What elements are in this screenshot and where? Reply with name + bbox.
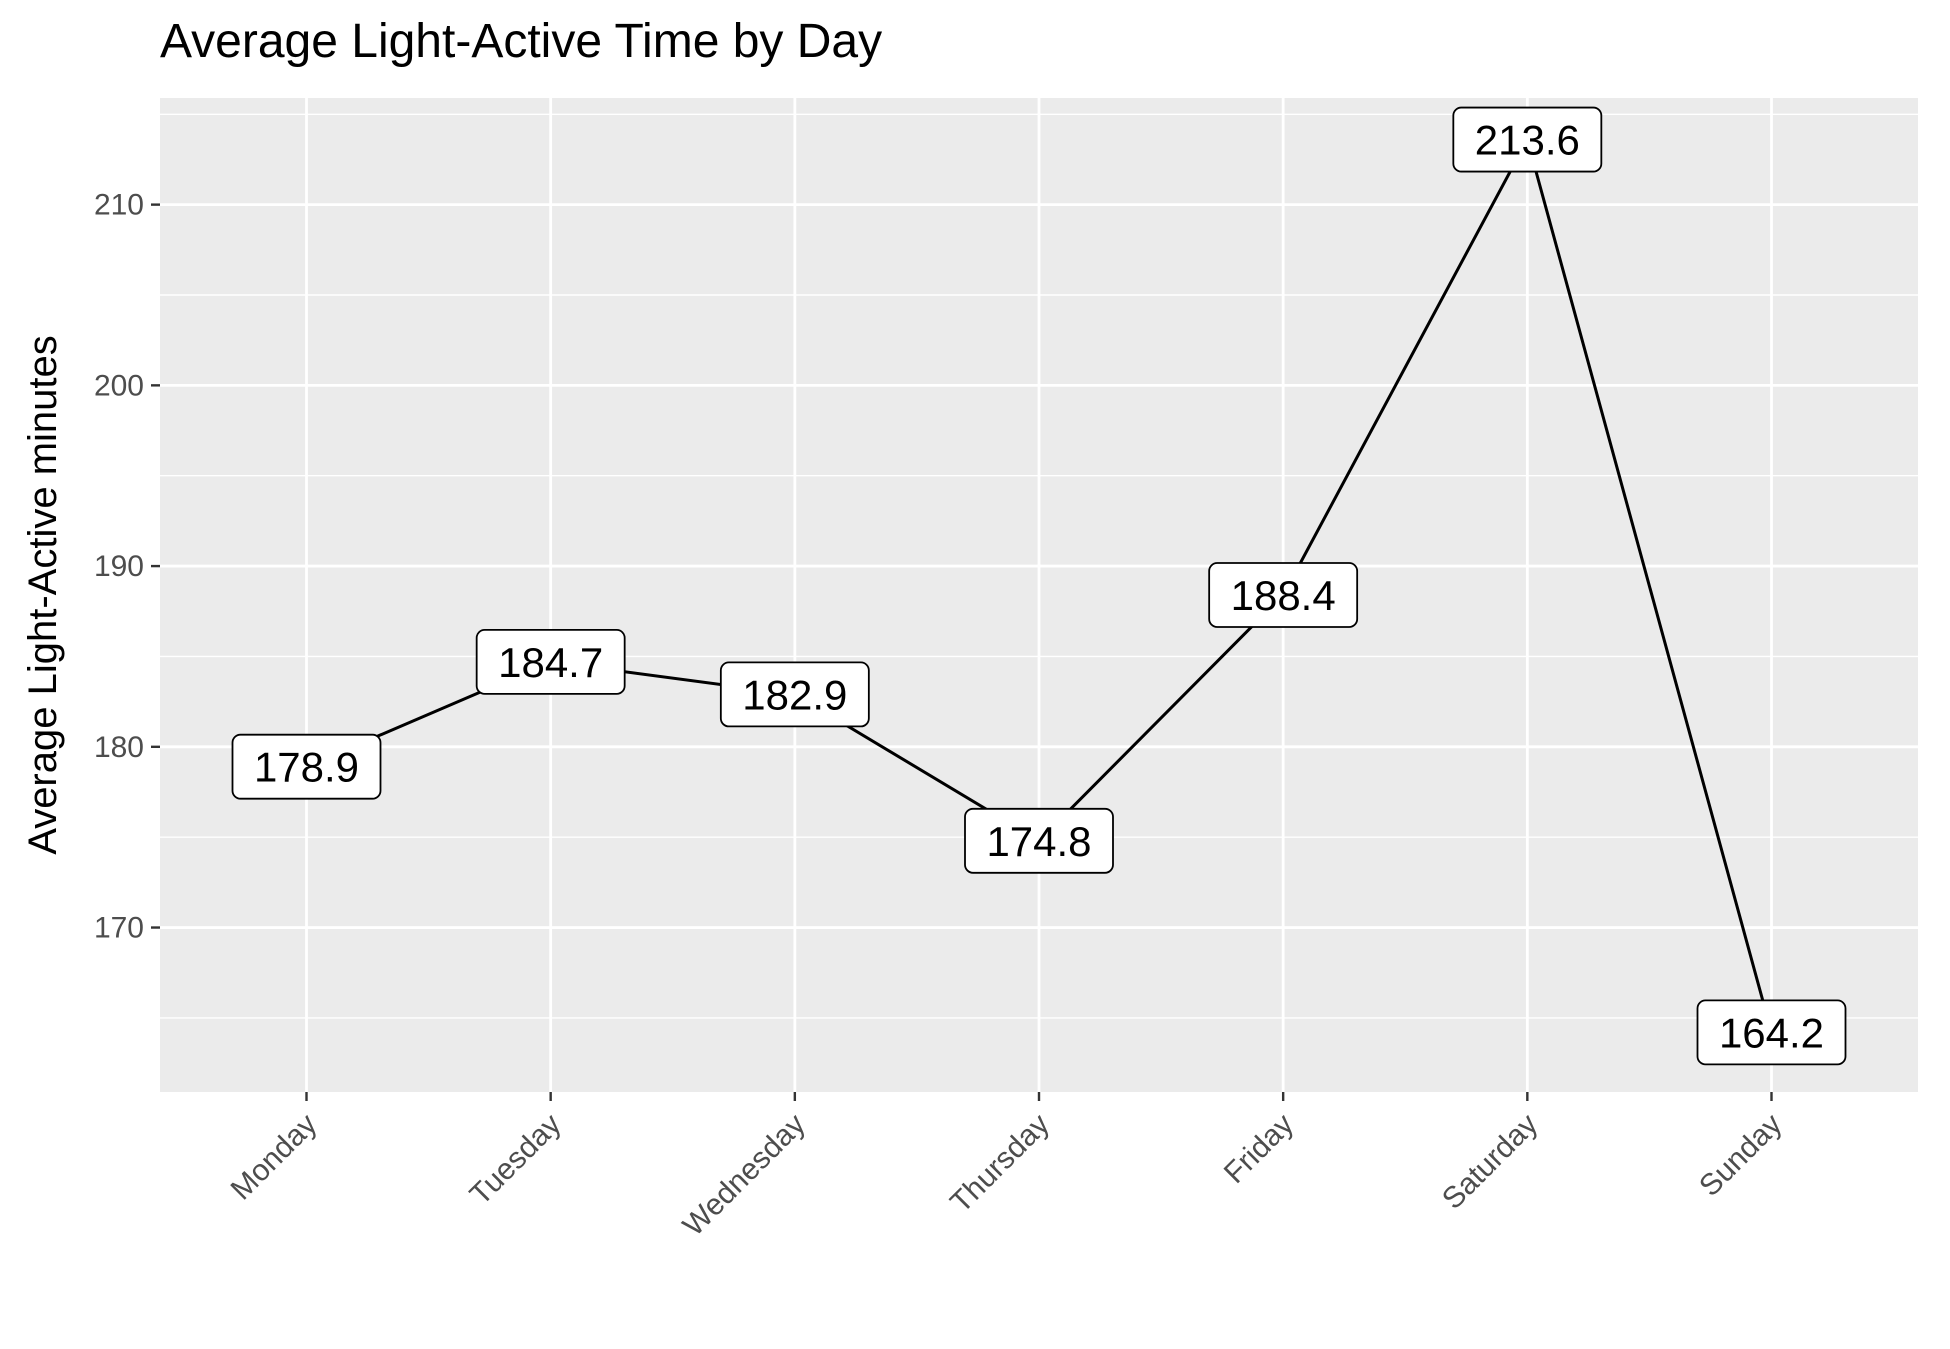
data-label-box [964,807,1114,874]
x-tick-label: Monday [225,1108,324,1207]
data-label: 184.7 [475,628,626,695]
data-label-box [231,733,382,800]
y-tick-label: 170 [94,912,144,945]
x-axis: Monday Tuesday Wednesday Thursday Friday Satu… [225,1092,1788,1243]
grid-major [160,98,1918,1092]
data-label-value: 184.7 [498,639,603,686]
data-label-box [1208,562,1359,628]
data-label-value: 178.9 [254,744,359,791]
x-tick-label: Tuesday [464,1108,568,1212]
data-label-box [475,628,626,695]
data-label-value: 174.8 [986,818,1091,865]
y-tick-label: 180 [94,731,144,764]
data-label: 182.9 [719,661,870,728]
x-tick-label: Wednesday [677,1108,812,1243]
data-label-value: 182.9 [742,671,847,718]
data-label: 174.8 [964,807,1114,874]
data-labels: 178.9 184.7 182.9 174.8 188.4 213.6 164.2 [231,106,1847,1066]
data-label-value: 213.6 [1475,117,1580,164]
data-label-box [1696,999,1847,1066]
chart-title: Average Light-Active Time by Day [160,15,883,68]
y-axis: 170 180 190 200 210 [94,189,160,945]
x-tick-label: Saturday [1436,1108,1544,1216]
y-axis-title: Average Light-Active minutes [21,335,65,855]
data-label-box [1452,106,1603,173]
x-tick-label: Sunday [1693,1108,1788,1203]
x-tick-label: Friday [1218,1108,1300,1190]
data-label: 178.9 [231,733,382,800]
y-tick-label: 210 [94,189,144,222]
data-label-value: 188.4 [1231,572,1336,619]
data-label: 213.6 [1452,106,1603,173]
y-tick-label: 190 [94,550,144,583]
data-label: 164.2 [1696,999,1847,1066]
data-label-value: 164.2 [1719,1009,1824,1056]
data-label: 188.4 [1208,562,1359,628]
data-label-box [719,661,870,728]
y-tick-label: 200 [94,369,144,402]
x-tick-label: Thursday [944,1108,1056,1220]
